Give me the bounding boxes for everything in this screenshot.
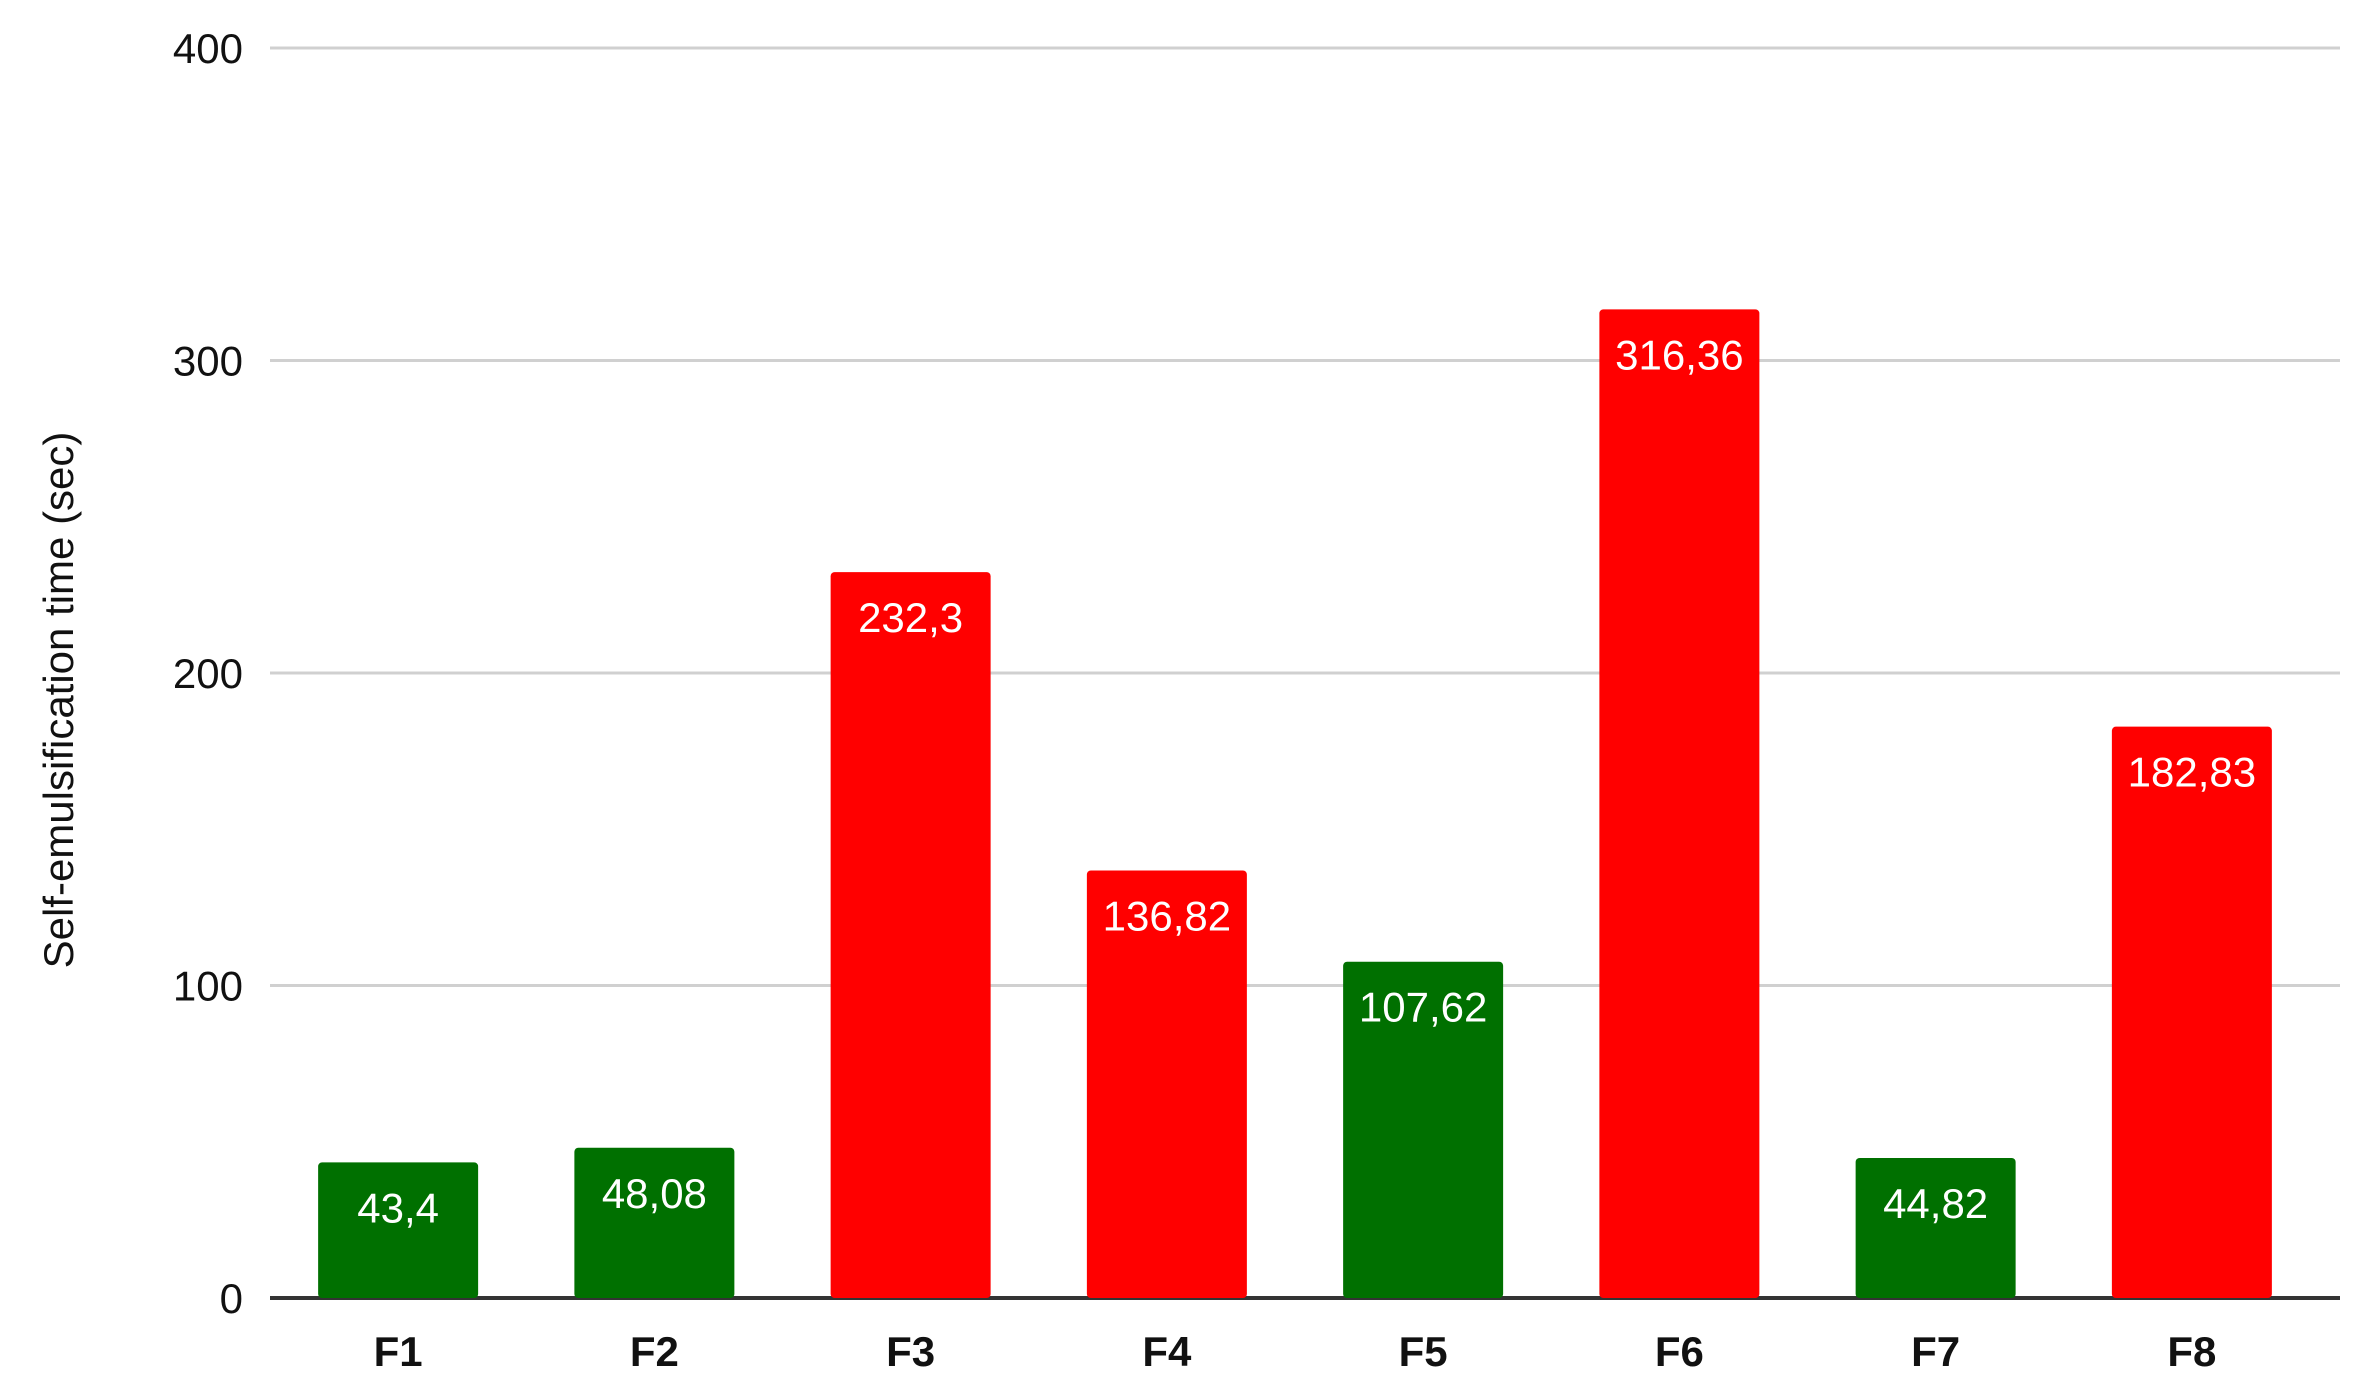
data-label-f4: 136,82	[1103, 892, 1231, 939]
x-axis-categories: F1 F2 F3 F4 F5 F6 F7 F8	[374, 1328, 2217, 1375]
bar-f4	[1086, 870, 1247, 1298]
gridlines	[270, 46, 2340, 1300]
y-tick-label: 0	[220, 1275, 243, 1322]
x-category-label: F6	[1655, 1328, 1704, 1375]
bar-f8	[2111, 726, 2272, 1298]
y-tick-label: 300	[173, 338, 243, 385]
bar-f3	[830, 572, 991, 1298]
data-label-f3: 232,3	[858, 594, 963, 641]
data-label-f2: 48,08	[602, 1170, 707, 1217]
y-tick-label: 400	[173, 25, 243, 72]
x-category-label: F7	[1911, 1328, 1960, 1375]
bar-f2	[574, 1147, 735, 1298]
data-label-f5: 107,62	[1359, 984, 1487, 1031]
y-tick-label: 100	[173, 963, 243, 1010]
y-tick-label: 200	[173, 650, 243, 697]
x-category-label: F5	[1399, 1328, 1448, 1375]
x-category-label: F4	[1142, 1328, 1192, 1375]
x-category-label: F2	[630, 1328, 679, 1375]
data-label-f8: 182,83	[2128, 749, 2256, 796]
data-labels: 43,4 48,08 232,3 136,82 107,62 316,36 44,82 182…	[357, 331, 2256, 1231]
x-category-label: F3	[886, 1328, 935, 1375]
bar-f1	[318, 1162, 479, 1298]
data-label-f7: 44,82	[1883, 1180, 1988, 1227]
bar-f5	[1343, 961, 1504, 1298]
data-label-f1: 43,4	[357, 1184, 439, 1231]
x-category-label: F1	[374, 1328, 423, 1375]
bar-f7	[1855, 1157, 2016, 1298]
x-category-label: F8	[2167, 1328, 2216, 1375]
bars	[318, 309, 2272, 1298]
y-axis-title: Self-emulsification time (sec)	[35, 432, 82, 969]
data-label-f6: 316,36	[1615, 331, 1743, 378]
y-axis-ticks: 0 100 200 300 400	[173, 25, 243, 1322]
bar-f6	[1599, 309, 1760, 1298]
